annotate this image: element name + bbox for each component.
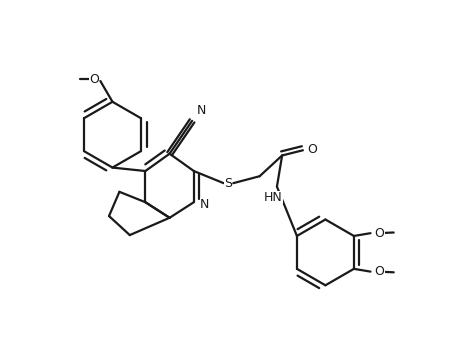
Text: N: N <box>200 199 209 211</box>
Text: O: O <box>375 265 385 278</box>
Text: O: O <box>375 227 385 240</box>
Text: O: O <box>307 143 317 156</box>
Text: HN: HN <box>264 191 283 204</box>
Text: S: S <box>225 177 233 190</box>
Text: N: N <box>196 104 206 117</box>
Text: O: O <box>89 73 99 86</box>
